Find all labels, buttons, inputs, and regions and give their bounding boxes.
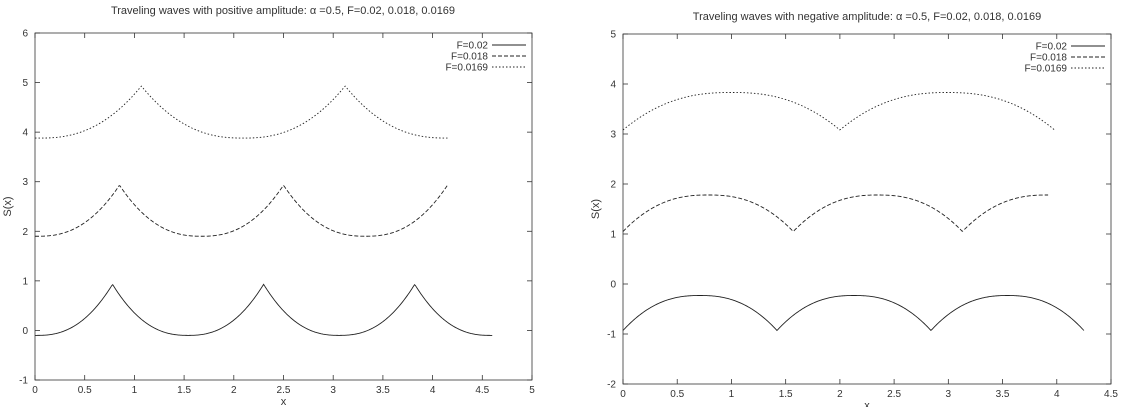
plot-area: 0 0.5 1 1.5 2 2.5 3 3.5 4 4.5 -2 -1 0 1 2 3 4 5 x S(x) F=0.0…	[590, 30, 1118, 412]
x-tick-label: 2	[231, 385, 237, 396]
series-line-1	[622, 295, 1085, 332]
y-tick-label: 3	[22, 177, 28, 188]
plot-frame	[34, 32, 533, 381]
chart-positive-svg: Traveling waves with positive amplitude:…	[2, 5, 535, 409]
y-tick-label: 0	[610, 280, 616, 291]
chart-negative-amplitude: Traveling waves with negative amplitude:…	[585, 0, 1133, 412]
chart-negative-svg: Traveling waves with negative amplitude:…	[590, 11, 1118, 412]
y-tick-label: 3	[610, 130, 616, 141]
x-tick-label: 0	[32, 385, 38, 396]
x-axis-label: x	[281, 396, 287, 407]
chart-positive-amplitude: Traveling waves with positive amplitude:…	[0, 0, 548, 412]
x-tick-label: 1	[132, 385, 138, 396]
y-tick-label: 4	[22, 128, 28, 139]
y-tick-label: 2	[610, 180, 616, 191]
y-tick-label: 5	[22, 78, 28, 89]
series-line-2	[622, 194, 1049, 232]
legend-label-2: F=0.018	[451, 52, 488, 63]
y-tick-label: 1	[22, 276, 28, 287]
series-line-3	[35, 85, 448, 139]
x-tick-label: 3	[330, 385, 336, 396]
x-tick-label: 0	[620, 389, 626, 400]
x-tick-label: 2	[837, 389, 843, 400]
series-line-1	[35, 283, 493, 336]
legend-label-1: F=0.02	[457, 41, 489, 52]
x-tick-label: 0.5	[78, 385, 92, 396]
plot-area: 0 0.5 1 1.5 2 2.5 3 3.5 4 4.5 5 -1 0 1 2 3 4 5 6 x S(x) F=0.0…	[2, 29, 535, 409]
y-tick-label: -1	[19, 376, 28, 387]
y-tick-label: 1	[610, 230, 616, 241]
y-tick-label: 0	[22, 326, 28, 337]
y-tick-label: 2	[22, 227, 28, 238]
x-tick-label: 2.5	[277, 385, 291, 396]
x-tick-label: 3	[946, 389, 952, 400]
x-tick-label: 4	[430, 385, 436, 396]
chart-title: Traveling waves with positive amplitude:…	[111, 5, 455, 17]
y-tick-label: 5	[610, 30, 616, 41]
y-tick-label: -1	[607, 330, 616, 341]
x-tick-label: 3.5	[376, 385, 390, 396]
y-tick-label: -2	[607, 380, 616, 391]
x-tick-label: 4.5	[1104, 389, 1118, 400]
plot-frame	[622, 33, 1112, 385]
x-tick-label: 0.5	[670, 389, 684, 400]
y-axis-label: S(x)	[2, 196, 14, 216]
legend-label-2: F=0.018	[1030, 53, 1067, 64]
legend-label-1: F=0.02	[1036, 42, 1068, 53]
legend-label-3: F=0.0169	[1024, 64, 1067, 75]
x-tick-label: 4.5	[475, 385, 489, 396]
y-axis-label: S(x)	[590, 199, 602, 219]
x-tick-label: 1.5	[177, 385, 191, 396]
x-tick-label: 4	[1054, 389, 1060, 400]
x-tick-label: 1.5	[779, 389, 793, 400]
x-tick-label: 2.5	[887, 389, 901, 400]
series-line-2	[35, 184, 448, 237]
y-tick-label: 4	[610, 80, 616, 91]
x-axis-label: x	[864, 400, 870, 407]
series-line-3	[622, 92, 1055, 131]
legend-label-3: F=0.0169	[445, 63, 488, 74]
x-tick-label: 1	[729, 389, 735, 400]
x-tick-label: 5	[529, 385, 535, 396]
y-tick-label: 6	[22, 29, 28, 40]
chart-title: Traveling waves with negative amplitude:…	[693, 11, 1041, 23]
x-tick-label: 3.5	[996, 389, 1010, 400]
